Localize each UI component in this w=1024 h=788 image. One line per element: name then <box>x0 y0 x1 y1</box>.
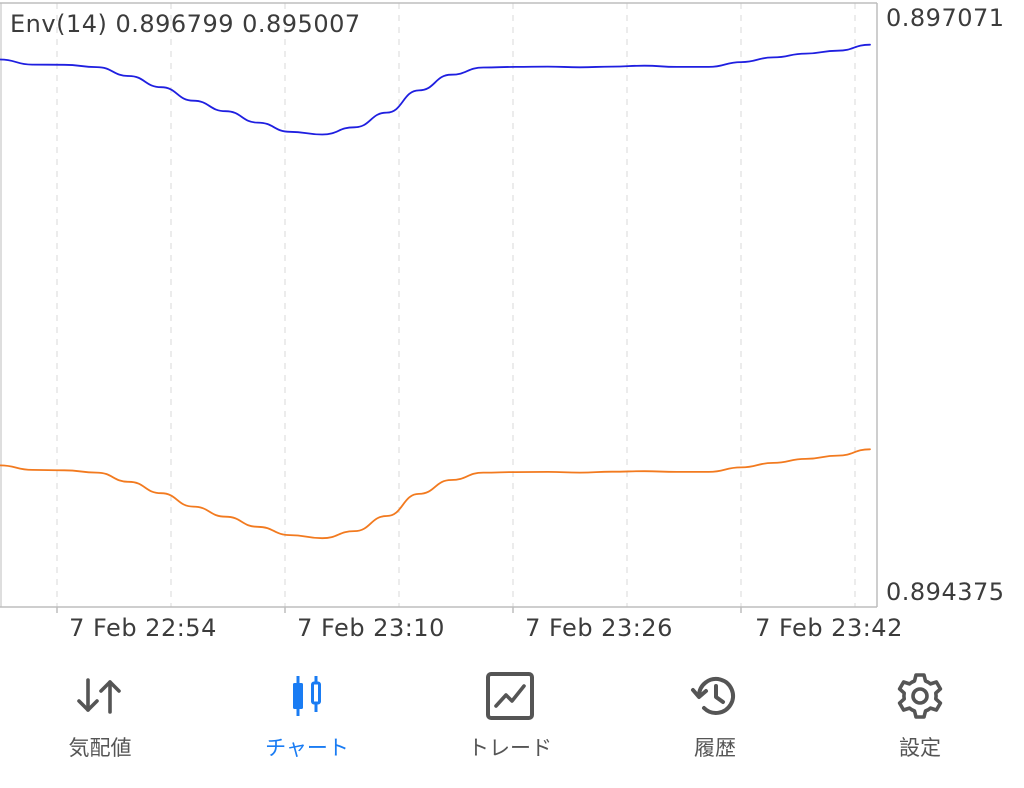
time-axis-label: 7 Feb 23:26 <box>525 614 673 642</box>
candlestick-icon <box>281 670 333 722</box>
gear-icon <box>894 670 946 722</box>
lower-envelope-line <box>0 448 871 540</box>
trade-chart-icon <box>484 670 536 722</box>
chart-grid <box>56 3 856 607</box>
chart-series <box>0 43 871 540</box>
price-axis-high-label: 0.897071 <box>886 4 1005 32</box>
time-axis-label: 7 Feb 22:54 <box>69 614 217 642</box>
tab-quotes-label: 気配値 <box>68 736 132 760</box>
tab-history-label: 履歴 <box>694 736 736 760</box>
time-axis-label: 7 Feb 23:42 <box>755 614 903 642</box>
upper-envelope-line <box>0 43 871 136</box>
indicator-label: Env(14) 0.896799 0.895007 <box>10 10 361 38</box>
history-icon <box>689 670 741 722</box>
chart-canvas[interactable] <box>0 0 1024 650</box>
tab-settings[interactable]: 設定 <box>818 650 1022 788</box>
tab-trade-label: トレード <box>468 736 552 760</box>
tab-chart[interactable]: チャート <box>205 650 409 788</box>
price-axis-low-label: 0.894375 <box>886 578 1005 606</box>
tab-chart-label: チャート <box>265 736 349 760</box>
bottom-tab-bar: 気配値 チャート トレード <box>0 650 1024 788</box>
chart-area[interactable]: Env(14) 0.896799 0.895007 0.897071 0.894… <box>0 0 1024 650</box>
chart-axes <box>0 2 878 613</box>
tab-settings-label: 設定 <box>899 736 941 760</box>
time-axis-label: 7 Feb 23:10 <box>297 614 445 642</box>
tab-history[interactable]: 履歴 <box>613 650 817 788</box>
tab-trade[interactable]: トレード <box>408 650 612 788</box>
tab-quotes[interactable]: 気配値 <box>0 650 202 788</box>
quotes-arrows-icon <box>74 670 126 722</box>
